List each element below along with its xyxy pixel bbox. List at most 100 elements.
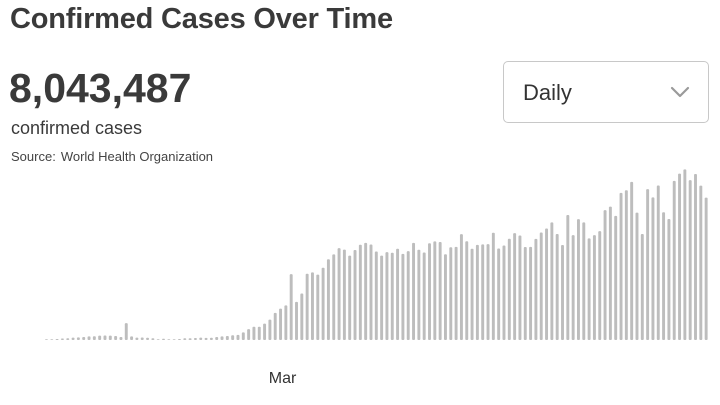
chart-bar [167, 339, 171, 340]
chart-bar [385, 252, 389, 340]
chart-bar [486, 244, 490, 340]
chart-bar [98, 335, 102, 340]
chart-bar [523, 247, 527, 340]
chart-bar [103, 335, 107, 340]
chart-bar [199, 337, 203, 340]
chart-bar [667, 219, 671, 340]
chart-bar [374, 251, 378, 340]
chart-bar [119, 337, 123, 340]
interval-dropdown[interactable]: Daily [503, 61, 709, 123]
chart-bar [183, 338, 187, 340]
chart-bar [683, 169, 687, 340]
chart-bar [694, 174, 697, 340]
chart-bar [449, 247, 453, 340]
chart-bar [412, 242, 416, 340]
chart-bar [135, 337, 139, 340]
chart-bar [550, 222, 554, 340]
chart-bar [188, 338, 192, 340]
chart-bar [71, 337, 75, 340]
chart-bar [380, 255, 384, 340]
chart-bar [231, 335, 235, 340]
chart-bar [172, 339, 176, 340]
chart-bar [635, 212, 639, 340]
chart-bar [178, 339, 181, 340]
chart-bar [630, 181, 634, 340]
chart-bar [300, 293, 304, 340]
chart-bar [646, 189, 650, 340]
chart-bar [651, 197, 655, 340]
source-line: Source: World Health Organization [11, 149, 213, 164]
chart-bar [55, 339, 59, 340]
chart-bar [146, 337, 150, 340]
chart-bar [257, 326, 261, 340]
chart-bar [273, 312, 277, 340]
chart-bar [76, 337, 80, 340]
chart-bar [87, 336, 91, 340]
chart-bar [247, 329, 251, 340]
chart-bar [390, 252, 394, 340]
chart-bar [502, 245, 506, 340]
chart-bar [406, 251, 410, 340]
chart-bar [545, 228, 549, 340]
chart-bar [428, 243, 431, 340]
chart-bar [417, 249, 421, 340]
chart-bar [577, 219, 580, 340]
chart-bar [124, 323, 128, 340]
source-name: World Health Organization [60, 149, 214, 164]
chart-bar [215, 337, 219, 340]
chart-bar [401, 253, 405, 340]
chart-bar [454, 246, 458, 340]
chart-bar [130, 336, 134, 340]
chart-bar [316, 274, 320, 340]
chart-bar [284, 305, 288, 340]
chart-bar [311, 272, 314, 340]
chart-bar [225, 336, 229, 340]
chart-bar [60, 338, 64, 340]
chart-bar [582, 222, 586, 340]
chart-bar [619, 192, 623, 340]
chart-bar [459, 234, 463, 340]
chart-bar [513, 233, 517, 340]
chart-bar [592, 235, 596, 340]
total-cases-value: 8,043,487 [9, 65, 192, 111]
chart-bar [241, 332, 245, 340]
chart-title: Confirmed Cases Over Time [10, 3, 393, 35]
chart-bar [289, 274, 293, 340]
cases-bar-chart [45, 169, 708, 340]
chart-bar [555, 234, 559, 340]
chart-bar [422, 252, 426, 340]
chart-bar [603, 210, 607, 340]
chart-bar [571, 235, 575, 340]
chart-bar [624, 190, 628, 340]
chart-bar [342, 249, 346, 340]
chart-bar [236, 334, 240, 340]
chart-bar [326, 259, 330, 340]
chart-bar [704, 197, 708, 340]
chart-bar [295, 301, 298, 340]
chart-bar [332, 254, 336, 340]
chart-bar [358, 244, 362, 340]
chart-bar [279, 308, 283, 340]
chart-bar [529, 246, 533, 340]
chart-bar [539, 232, 543, 340]
chart-bar [444, 254, 447, 340]
chart-bar [566, 214, 570, 340]
chart-bar [162, 338, 165, 340]
chart-bar [481, 244, 485, 340]
chart-bar [151, 338, 155, 340]
chart-bar [114, 336, 118, 340]
chart-bar [640, 234, 644, 340]
chart-bar [497, 248, 501, 340]
chart-bar [678, 173, 682, 340]
chart-bar [438, 241, 442, 340]
chart-bar [470, 248, 474, 340]
chart-bar [614, 215, 618, 340]
chart-bar [108, 335, 112, 340]
chart-bar [45, 339, 48, 340]
chart-bar [263, 323, 267, 340]
chart-bar [348, 255, 352, 340]
chart-bar [321, 267, 325, 340]
chart-bar [699, 185, 703, 340]
chart-bar [518, 235, 522, 340]
chart-bar [92, 336, 96, 340]
